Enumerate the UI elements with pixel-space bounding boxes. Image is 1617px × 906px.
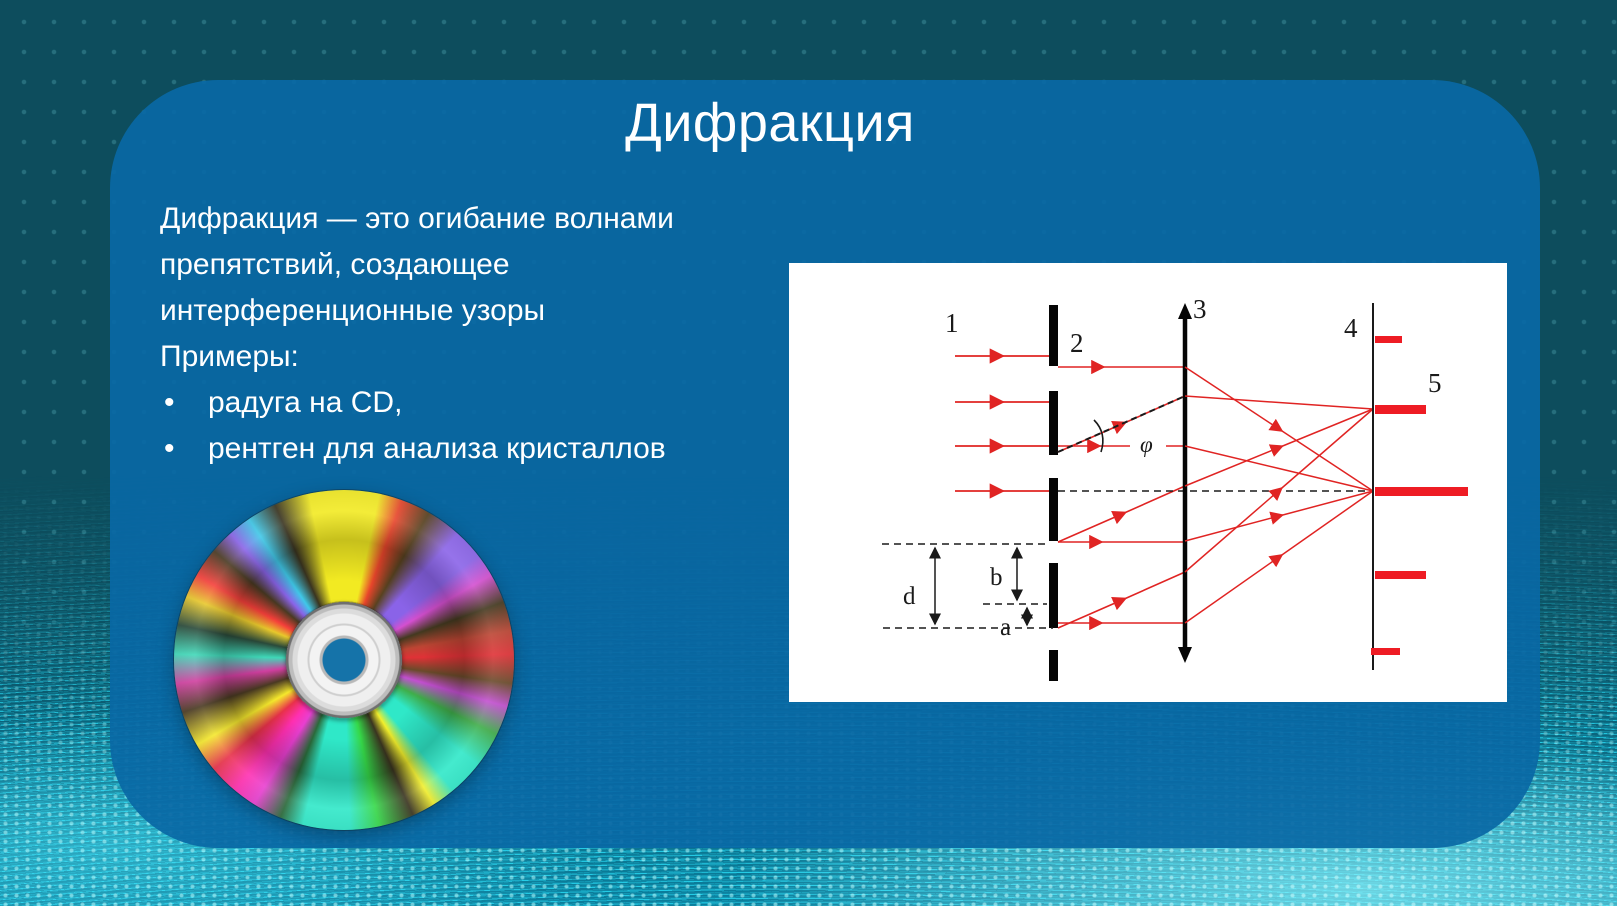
diffracted-rays (1057, 359, 1186, 631)
label-width-a: a (1000, 614, 1011, 641)
slide-title: Дифракция (625, 93, 915, 153)
cd-hub (285, 601, 403, 719)
bullet-marker: • (164, 432, 175, 465)
paragraph-line: интерференционные узоры (160, 294, 546, 327)
incident-rays (955, 348, 1052, 499)
phi-direction-dashed (1057, 395, 1186, 453)
label-screen: 4 (1344, 313, 1358, 343)
bullet-item: • радуга на CD, (160, 380, 800, 426)
dimension-lines (882, 543, 1053, 629)
grating-bars (1049, 305, 1058, 681)
label-width-b: b (990, 564, 1003, 591)
label-angle-phi: φ (1140, 432, 1153, 457)
label-pattern: 5 (1428, 368, 1442, 398)
label-grating: 2 (1070, 328, 1084, 358)
label-incident-rays: 1 (945, 308, 959, 338)
paragraph-line: препятствий, создающее (160, 248, 510, 281)
bullet-label: радуга на CD, (208, 386, 403, 419)
intensity-bars (1371, 336, 1468, 655)
paragraph-line: Дифракция — это огибание волнами (160, 202, 674, 235)
cd-disc-image (174, 490, 514, 830)
slide-body-text: Дифракция — это огибание волнами препятс… (160, 196, 800, 472)
bullet-item: • рентген для анализа кристаллов (160, 426, 800, 472)
converging-rays (1184, 366, 1374, 624)
lens-axis (1178, 303, 1192, 663)
paragraph-line: Примеры: (160, 340, 299, 373)
diffraction-diagram-panel: 1 2 3 4 5 d b a φ (789, 263, 1507, 702)
bullet-label: рентген для анализа кристаллов (208, 432, 666, 465)
bullet-marker: • (164, 386, 175, 419)
label-lens: 3 (1193, 294, 1207, 324)
phi-arc (1093, 419, 1104, 453)
diffraction-diagram: 1 2 3 4 5 d b a φ (882, 294, 1468, 681)
label-period-d: d (903, 583, 916, 610)
